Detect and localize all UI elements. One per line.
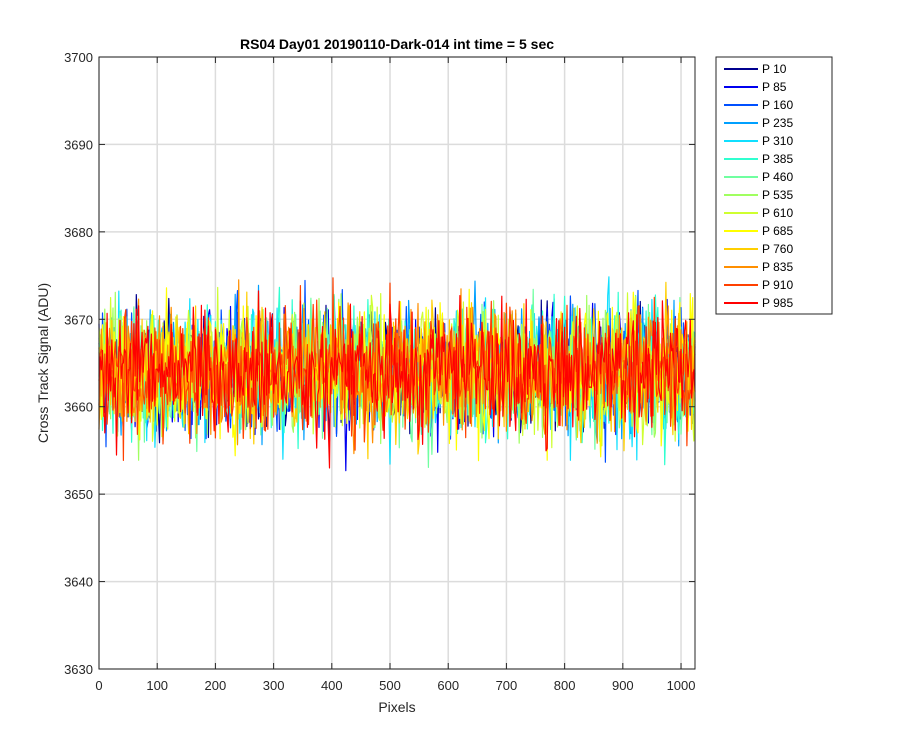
axis-ticks: 0 100 200 300 400 500 600 700 800 900 1000 3630 3640…: [64, 50, 695, 693]
legend-entry: P 85: [762, 80, 787, 94]
legend-entry: P 910: [762, 278, 793, 292]
x-tick-label: 800: [554, 678, 576, 693]
x-tick-label: 200: [205, 678, 227, 693]
legend-entry: P 685: [762, 224, 793, 238]
y-tick-label: 3630: [64, 662, 93, 677]
x-tick-label: 700: [496, 678, 518, 693]
y-axis-label: Cross Track Signal (ADU): [35, 283, 51, 443]
y-tick-label: 3690: [64, 137, 93, 152]
x-tick-label: 300: [263, 678, 285, 693]
legend-entry: P 535: [762, 188, 793, 202]
legend-entry: P 610: [762, 206, 793, 220]
legend-box: [715, 56, 833, 315]
x-tick-label: 600: [437, 678, 459, 693]
y-tick-label: 3680: [64, 225, 93, 240]
x-tick-label: 0: [95, 678, 102, 693]
legend-entry: P 310: [762, 134, 793, 148]
legend-entry: P 835: [762, 260, 793, 274]
x-tick-label: 900: [612, 678, 634, 693]
legend-entry: P 760: [762, 242, 793, 256]
y-tick-label: 3670: [64, 312, 93, 327]
legend: P 10 P 85 P 160 P 235 P 310 P 385 P 460 P 535 P …: [715, 56, 833, 315]
y-tick-label: 3640: [64, 575, 93, 590]
legend-entry: P 985: [762, 296, 793, 310]
y-tick-label: 3660: [64, 400, 93, 415]
legend-entry: P 460: [762, 170, 793, 184]
legend-entry: P 235: [762, 116, 793, 130]
y-tick-label: 3700: [64, 50, 93, 65]
series-group: [98, 276, 696, 472]
x-tick-label: 100: [146, 678, 168, 693]
legend-entry: P 385: [762, 152, 793, 166]
plot-border: [98, 56, 696, 670]
y-tick-label: 3650: [64, 487, 93, 502]
x-tick-label: 1000: [667, 678, 696, 693]
legend-entry: P 10: [762, 62, 787, 76]
x-tick-label: 400: [321, 678, 343, 693]
legend-entry: P 160: [762, 98, 793, 112]
series-line: [98, 277, 696, 461]
series-line: [98, 290, 696, 469]
x-axis-label: Pixels: [378, 699, 415, 715]
chart-title: RS04 Day01 20190110-Dark-014 int time = …: [240, 36, 554, 52]
x-tick-label: 500: [379, 678, 401, 693]
